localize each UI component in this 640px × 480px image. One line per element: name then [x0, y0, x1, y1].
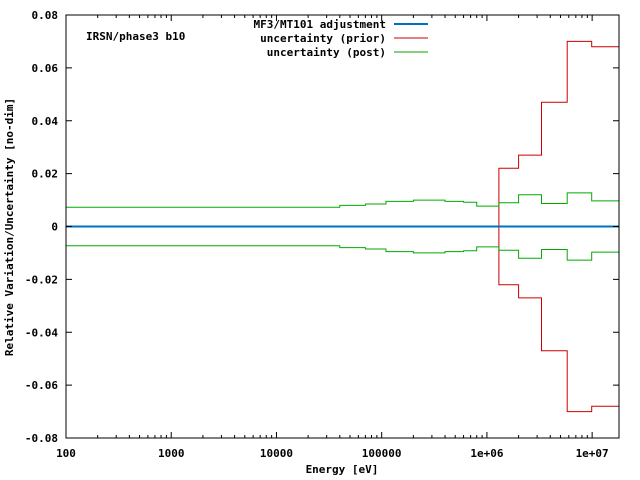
x-tick-label: 1000: [158, 447, 185, 460]
y-tick-label: -0.08: [25, 432, 58, 445]
y-tick-label: 0.04: [32, 115, 59, 128]
x-tick-label: 1e+07: [576, 447, 609, 460]
series-prior-upper: [498, 40, 619, 227]
y-tick-label: 0.08: [32, 9, 59, 22]
x-tick-label: 100000: [362, 447, 402, 460]
y-axis-label: Relative Variation/Uncertainty [no-dim]: [3, 98, 16, 356]
ticks-layer: -0.08 -0.06 -0.04 -0.02 0 0.02 0.04 0.06 0.08 100…: [25, 9, 619, 460]
legend-label: MF3/MT101 adjustment: [254, 18, 386, 31]
y-tick-label: -0.06: [25, 379, 58, 392]
x-tick-label: 10000: [260, 447, 293, 460]
y-tick-label: 0.02: [32, 168, 59, 181]
series-prior-lower: [498, 226, 619, 413]
x-tick-label: 100: [56, 447, 76, 460]
y-tick-label: 0: [51, 221, 58, 234]
chart-annotation: IRSN/phase3 b10: [86, 30, 185, 43]
series-post-lower: [66, 245, 619, 261]
x-axis-label: Energy [eV]: [306, 463, 379, 476]
y-tick-label: -0.02: [25, 273, 58, 286]
y-tick-label: -0.04: [25, 326, 58, 339]
series-layer: [66, 40, 619, 413]
legend-label: uncertainty (prior): [260, 32, 386, 45]
y-tick-label: 0.06: [32, 62, 59, 75]
series-post-upper: [66, 192, 619, 208]
x-tick-label: 1e+06: [470, 447, 503, 460]
legend-label: uncertainty (post): [267, 46, 386, 59]
